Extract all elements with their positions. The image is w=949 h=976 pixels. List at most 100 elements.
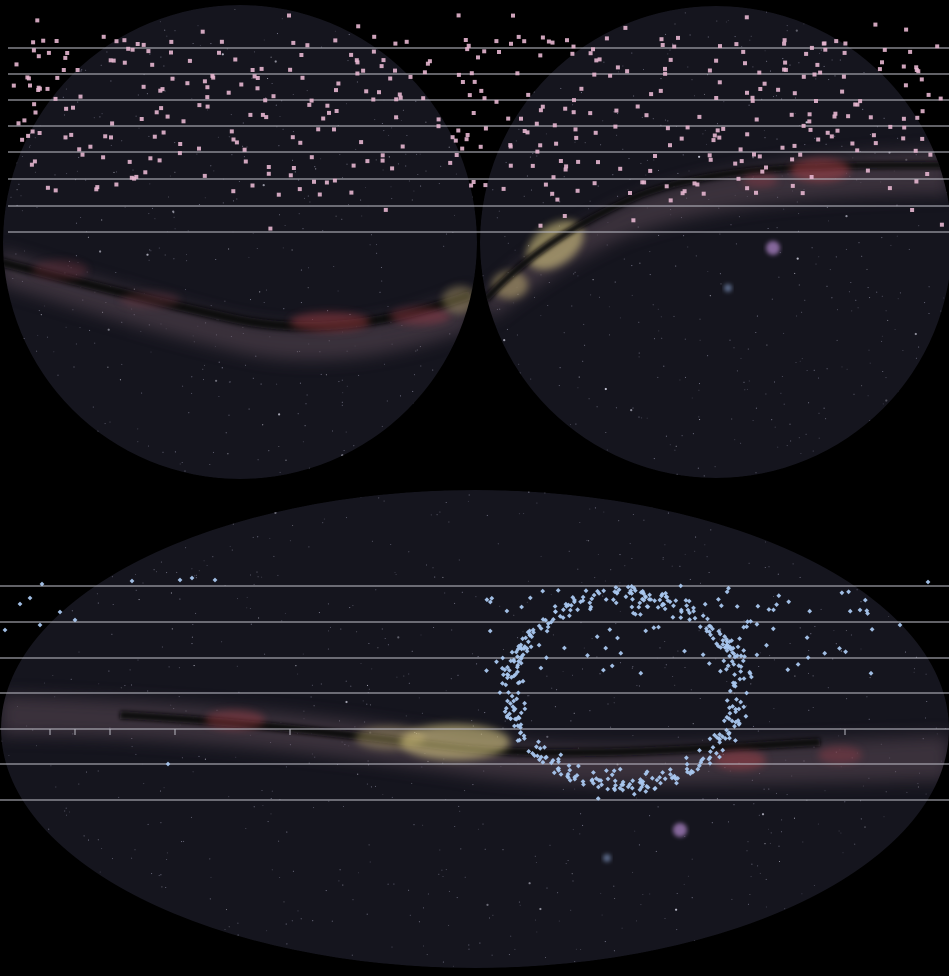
- star: [341, 401, 343, 403]
- marker: [718, 668, 723, 674]
- star: [393, 883, 395, 885]
- marker: [379, 64, 384, 69]
- star: [748, 104, 750, 106]
- marker: [504, 608, 510, 614]
- marker: [648, 168, 653, 173]
- star: [578, 376, 580, 378]
- marker: [638, 670, 644, 676]
- star: [366, 684, 369, 686]
- star: [842, 852, 844, 854]
- marker: [588, 51, 593, 56]
- star: [371, 668, 373, 670]
- star: [616, 134, 618, 136]
- star: [271, 869, 273, 871]
- star: [89, 329, 91, 331]
- star: [514, 948, 516, 950]
- star: [228, 136, 230, 138]
- marker: [869, 627, 875, 632]
- star: [388, 134, 390, 136]
- marker: [743, 61, 747, 66]
- star: [913, 668, 916, 670]
- marker: [511, 673, 517, 679]
- star: [101, 847, 103, 850]
- star: [606, 449, 608, 451]
- star: [454, 602, 456, 604]
- star: [267, 77, 269, 80]
- star: [178, 696, 180, 698]
- star: [744, 389, 746, 391]
- star: [72, 309, 74, 311]
- star: [569, 423, 572, 426]
- star: [167, 196, 170, 198]
- marker: [71, 105, 75, 110]
- star: [783, 208, 785, 210]
- star: [531, 720, 533, 722]
- marker: [592, 181, 597, 186]
- star: [876, 291, 878, 293]
- star: [353, 445, 355, 447]
- star: [519, 904, 521, 906]
- marker: [33, 110, 38, 115]
- star: [421, 712, 423, 714]
- star: [559, 201, 561, 203]
- star: [743, 381, 745, 383]
- marker: [408, 74, 413, 79]
- star: [191, 97, 193, 99]
- marker: [901, 136, 906, 141]
- marker: [664, 184, 669, 189]
- star: [766, 344, 768, 346]
- star: [448, 521, 450, 523]
- star: [228, 248, 230, 250]
- star: [345, 680, 347, 682]
- star: [227, 453, 229, 455]
- marker: [774, 602, 779, 607]
- star: [734, 439, 736, 441]
- star: [757, 865, 759, 867]
- star: [138, 599, 140, 601]
- marker: [662, 606, 668, 612]
- marker: [638, 612, 643, 617]
- star: [471, 720, 473, 722]
- marker: [717, 739, 723, 745]
- marker: [684, 761, 690, 767]
- marker: [555, 588, 561, 593]
- star: [210, 305, 212, 307]
- star: [18, 183, 20, 185]
- star: [841, 366, 843, 368]
- star: [707, 36, 709, 38]
- marker: [868, 670, 874, 676]
- star: [212, 451, 215, 453]
- star: [600, 892, 602, 894]
- star: [278, 445, 280, 448]
- marker: [750, 95, 755, 100]
- marker: [575, 607, 580, 613]
- star: [775, 792, 778, 794]
- marker: [508, 144, 513, 149]
- star: [418, 921, 420, 923]
- star: [403, 675, 405, 677]
- marker: [393, 68, 397, 73]
- sky-disc: [480, 6, 949, 478]
- star: [575, 948, 577, 950]
- star: [702, 612, 704, 614]
- marker: [520, 678, 526, 684]
- star: [604, 580, 606, 582]
- marker: [354, 58, 359, 63]
- star: [442, 576, 444, 578]
- star: [197, 25, 199, 27]
- marker: [914, 65, 919, 70]
- star: [767, 227, 769, 230]
- star: [896, 235, 898, 237]
- star: [75, 255, 77, 257]
- star: [770, 832, 772, 834]
- marker: [601, 667, 606, 673]
- marker: [766, 607, 772, 612]
- star: [540, 555, 542, 557]
- star: [536, 931, 538, 933]
- marker: [550, 617, 556, 622]
- star: [100, 64, 102, 66]
- star: [682, 154, 684, 156]
- star: [759, 872, 761, 874]
- star: [638, 321, 640, 323]
- marker: [65, 51, 70, 55]
